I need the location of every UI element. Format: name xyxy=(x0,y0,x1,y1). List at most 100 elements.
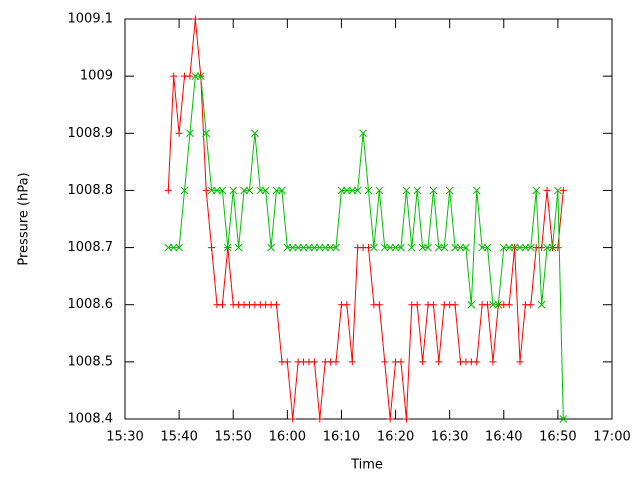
y-tick-label: 1008.8 xyxy=(68,183,114,198)
data-point xyxy=(191,72,200,80)
data-point xyxy=(305,243,313,252)
data-point xyxy=(526,243,535,252)
data-point xyxy=(310,358,318,366)
data-point xyxy=(543,186,551,194)
data-point xyxy=(229,186,238,195)
data-point xyxy=(445,186,454,195)
data-point xyxy=(375,301,383,309)
data-point xyxy=(505,243,514,252)
data-point xyxy=(180,186,189,195)
series-line xyxy=(167,18,564,420)
x-tick-label: 15:40 xyxy=(160,430,197,445)
data-point xyxy=(186,129,194,138)
data-point xyxy=(202,129,211,138)
data-point xyxy=(272,186,281,195)
data-point xyxy=(283,243,292,252)
data-point xyxy=(218,186,227,195)
data-point xyxy=(321,243,330,252)
y-tick-label: 1008.6 xyxy=(68,297,114,312)
data-point xyxy=(196,72,205,80)
data-point xyxy=(218,301,226,309)
y-tick-label: 1009.1 xyxy=(68,12,114,27)
data-point xyxy=(245,186,254,195)
data-point xyxy=(413,186,422,195)
x-tick-label: 16:40 xyxy=(485,430,522,445)
data-point xyxy=(397,358,405,366)
data-point xyxy=(554,186,562,195)
data-point xyxy=(505,301,513,309)
y-tick-label: 1008.4 xyxy=(68,412,114,427)
data-point xyxy=(472,186,481,195)
data-point xyxy=(559,415,568,423)
x-tick-label: 16:30 xyxy=(431,430,468,445)
data-point xyxy=(365,244,372,252)
data-point xyxy=(240,186,248,195)
data-point xyxy=(402,415,410,423)
data-point xyxy=(267,243,275,252)
data-point xyxy=(202,186,210,194)
data-point xyxy=(499,243,508,252)
data-point xyxy=(484,301,492,309)
data-point xyxy=(375,186,384,195)
data-point xyxy=(223,243,232,252)
data-point xyxy=(429,301,437,309)
data-point xyxy=(337,186,346,195)
data-point xyxy=(456,243,465,252)
y-tick-label: 1008.7 xyxy=(68,240,114,255)
data-point xyxy=(462,243,470,252)
data-point xyxy=(510,243,519,252)
data-point xyxy=(418,243,427,252)
data-point xyxy=(359,129,367,138)
y-tick-label: 1009 xyxy=(80,69,113,84)
data-point xyxy=(435,358,443,366)
x-tick-label: 16:50 xyxy=(539,430,576,445)
data-point xyxy=(483,243,492,252)
data-point xyxy=(391,243,400,252)
data-point xyxy=(489,300,497,309)
data-point xyxy=(175,129,183,137)
data-point xyxy=(207,186,216,195)
data-point xyxy=(516,358,524,366)
data-point xyxy=(413,301,421,309)
data-point xyxy=(289,415,297,423)
data-point xyxy=(527,301,535,309)
data-point xyxy=(326,243,335,252)
data-point xyxy=(353,186,362,195)
data-point xyxy=(169,243,178,252)
x-tick-label: 15:30 xyxy=(106,430,143,445)
data-point xyxy=(283,358,291,366)
data-point xyxy=(407,243,416,252)
data-point xyxy=(440,243,449,252)
data-point xyxy=(451,243,459,252)
data-point xyxy=(543,243,551,252)
plot-frame xyxy=(124,18,613,420)
data-point xyxy=(397,243,405,252)
data-point xyxy=(310,243,319,252)
data-point xyxy=(332,358,340,366)
data-point xyxy=(429,186,438,195)
data-point xyxy=(370,243,378,252)
data-point xyxy=(424,243,432,252)
series-line xyxy=(168,75,564,420)
data-point xyxy=(473,358,481,366)
data-point xyxy=(343,186,351,195)
data-point xyxy=(419,358,427,366)
data-point xyxy=(516,243,524,252)
data-point xyxy=(278,186,286,195)
data-point xyxy=(164,186,172,194)
y-tick-label: 1008.9 xyxy=(68,126,114,141)
data-point xyxy=(175,243,183,252)
data-point xyxy=(559,186,567,194)
data-point xyxy=(548,243,557,252)
data-point xyxy=(532,186,541,195)
data-point xyxy=(489,358,497,366)
data-point xyxy=(208,244,216,252)
x-tick-label: 15:50 xyxy=(214,430,251,445)
data-point xyxy=(234,243,243,252)
data-point xyxy=(332,243,340,252)
data-point xyxy=(451,301,459,309)
data-point xyxy=(521,243,530,252)
data-point xyxy=(381,358,389,366)
y-axis-label: Pressure (hPa) xyxy=(17,172,32,265)
